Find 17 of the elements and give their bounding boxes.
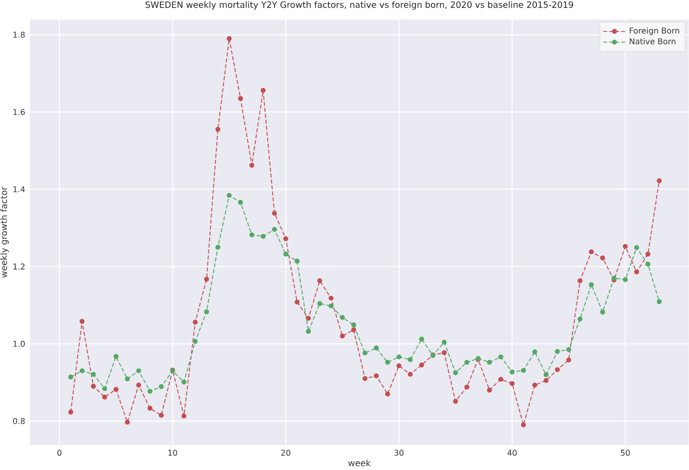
y-axis-title: weekly growth factor: [0, 186, 9, 278]
y-tick-label: 1.2: [13, 264, 24, 270]
x-tick-label: 0: [57, 450, 62, 456]
x-tick-label: 40: [507, 450, 517, 456]
x-axis-title: week: [348, 460, 371, 466]
y-tick-label: 1.8: [13, 32, 25, 38]
chart-title: SWEDEN weekly mortality Y2Y Growth factors, native vs foreign born, 2020 vs baseline 2015-2019: [146, 1, 574, 10]
legend-label: Foreign Born: [630, 27, 680, 36]
x-tick-label: 10: [168, 450, 178, 456]
x-tick-label: 50: [620, 450, 630, 456]
x-tick-label: 20: [281, 450, 290, 456]
y-tick-label: 0.8: [13, 418, 25, 424]
y-tick-label: 1.6: [13, 108, 25, 116]
y-tick-label: 1.0: [13, 340, 25, 347]
y-tick-label: 1.4: [13, 186, 25, 192]
x-tick-label: 30: [394, 450, 404, 456]
legend-label: Native Born: [630, 38, 676, 44]
